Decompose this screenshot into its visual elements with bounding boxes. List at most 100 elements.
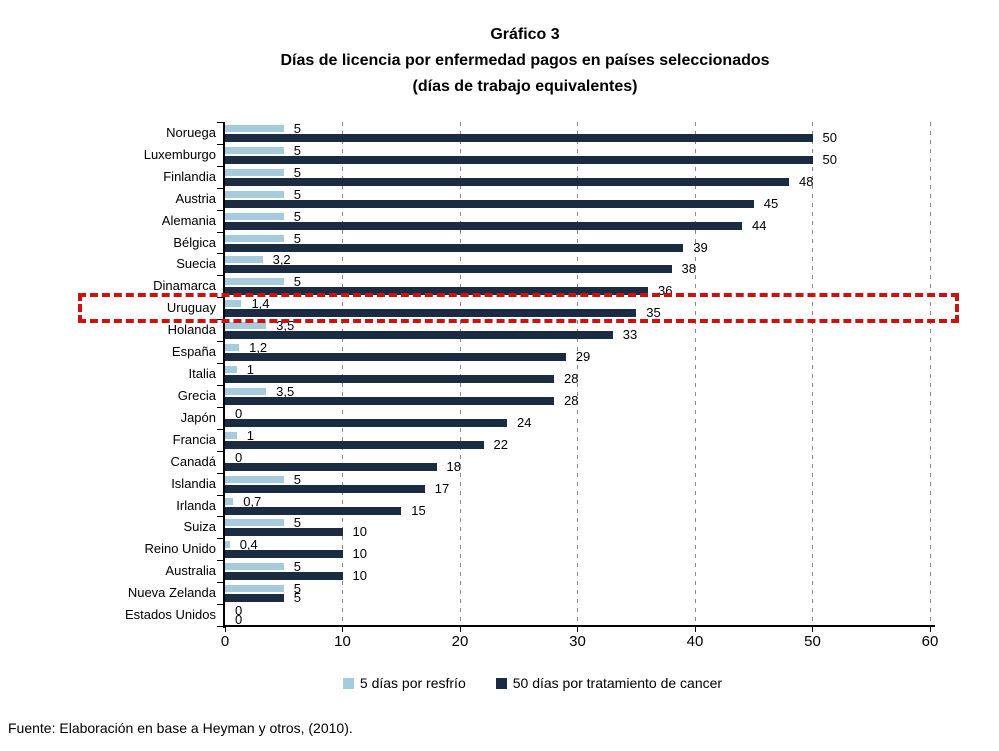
x-axis-tick	[224, 627, 226, 632]
bar-cold-value: 5	[293, 208, 301, 224]
gridline	[459, 122, 461, 626]
category-label: España	[171, 344, 216, 360]
bar-cold	[225, 256, 263, 264]
category-label: Austria	[175, 190, 216, 206]
category-label: Reino Unido	[144, 541, 216, 557]
bar-cancer-value: 18	[446, 458, 461, 474]
bar-cancer	[225, 572, 343, 581]
bar-cancer	[225, 287, 648, 296]
bar-cancer	[225, 440, 484, 449]
legend-swatch-icon	[342, 677, 354, 689]
bar-cancer	[225, 550, 343, 559]
bar-cold	[225, 519, 284, 527]
bar-cold	[225, 146, 284, 154]
x-axis-tick	[694, 627, 696, 632]
category-label: Estados Unidos	[124, 607, 216, 623]
bar-cold	[225, 497, 234, 505]
bar-cold-value: 5	[293, 121, 301, 136]
bar-cold-value: 0	[235, 449, 243, 465]
bar-cold	[225, 322, 267, 330]
category-label: Luxemburgo	[143, 146, 216, 162]
bar-cancer	[225, 243, 684, 252]
bar-cold	[225, 300, 242, 308]
bar-cancer-value: 48	[799, 173, 814, 189]
gridline	[342, 122, 343, 626]
bar-cold	[225, 475, 284, 483]
bar-cold-value: 1	[246, 427, 254, 443]
y-axis-tick	[217, 165, 223, 167]
y-axis-tick	[217, 516, 223, 518]
x-tick-label: 30	[569, 633, 586, 650]
legend-item: 50 días por tratamiento de cancer	[495, 675, 722, 691]
y-axis-tick	[217, 428, 223, 430]
category-label: Uruguay	[166, 300, 216, 316]
category-label: Japón	[180, 409, 216, 425]
y-axis-tick	[217, 275, 223, 277]
plot-area: 5 50 5 50 5 48 5 45 5 44 5 39 3,2 38 5 36 1,4 35 3,5 33 1,2 2…	[225, 121, 931, 628]
chart-legend: 5 días por resfrío 50 días por tratamient…	[66, 675, 999, 691]
x-tick-label: 60	[921, 633, 939, 650]
y-axis-tick	[217, 450, 223, 452]
x-axis-tick	[342, 627, 343, 632]
x-tick-label: 40	[686, 633, 704, 650]
category-label: Italia	[188, 366, 216, 382]
category-label: Canadá	[170, 453, 216, 469]
bar-cancer-value: 45	[763, 195, 779, 211]
y-axis-tick	[217, 143, 223, 145]
bar-cancer	[225, 331, 613, 340]
bar-cold-value: 5	[293, 186, 301, 202]
category-label: Australia	[165, 563, 216, 579]
bar-cancer	[225, 155, 813, 164]
bar-cancer-value: 0	[235, 612, 243, 628]
bar-cancer	[225, 594, 284, 603]
chart-title-line1: Gráfico 3	[490, 26, 560, 43]
bar-cancer-value: 29	[575, 349, 591, 365]
bar-cancer	[225, 265, 672, 274]
legend-item: 5 días por resfrío	[342, 675, 466, 691]
bar-cold-value: 5	[293, 164, 301, 180]
y-axis-tick	[217, 384, 223, 386]
chart-title-line3: (días de trabajo equivalentes)	[412, 78, 638, 95]
category-label: Suiza	[183, 519, 216, 535]
x-axis-tick	[577, 627, 578, 632]
bar-cancer	[225, 396, 554, 405]
y-axis-tick	[217, 122, 223, 123]
bar-cancer-value: 33	[622, 327, 638, 343]
bar-cancer-value: 10	[352, 568, 367, 584]
bar-cancer-value: 22	[493, 436, 508, 452]
y-axis-line	[223, 122, 225, 628]
gridline	[577, 122, 578, 626]
bar-cancer	[225, 353, 566, 362]
bar-cancer	[225, 177, 789, 186]
bar-cold-value: 1,2	[249, 340, 268, 356]
bar-cancer-value: 17	[434, 480, 450, 496]
y-axis-tick	[217, 560, 223, 562]
bar-cancer	[225, 199, 754, 208]
category-label: Finlandia	[163, 168, 216, 184]
bar-cold	[225, 125, 284, 132]
bar-cancer-value: 44	[752, 217, 767, 233]
x-axis-tick	[929, 627, 931, 632]
y-axis-tick	[217, 472, 223, 474]
bar-cold	[225, 190, 284, 198]
bar-cancer	[225, 134, 813, 142]
bar-cold	[225, 168, 284, 176]
y-axis-tick	[217, 604, 223, 606]
x-tick-label: 0	[220, 633, 230, 650]
bar-cancer	[225, 462, 437, 471]
y-axis-tick	[217, 363, 223, 365]
y-axis-tick	[217, 626, 223, 627]
bar-cold-value: 5	[293, 471, 301, 487]
bar-cold	[225, 585, 284, 593]
bar-cold	[225, 366, 237, 374]
category-label: Francia	[172, 431, 216, 447]
category-label: Irlanda	[176, 497, 216, 513]
bar-cancer-value: 50	[822, 130, 837, 145]
bar-cancer-value: 24	[517, 414, 532, 430]
y-axis-tick	[217, 187, 223, 189]
chart-title: Gráfico 3 Días de licencia por enfermeda…	[55, 22, 995, 100]
y-axis-tick	[217, 341, 223, 343]
bar-cancer	[225, 484, 425, 493]
x-axis-tick	[812, 627, 813, 632]
